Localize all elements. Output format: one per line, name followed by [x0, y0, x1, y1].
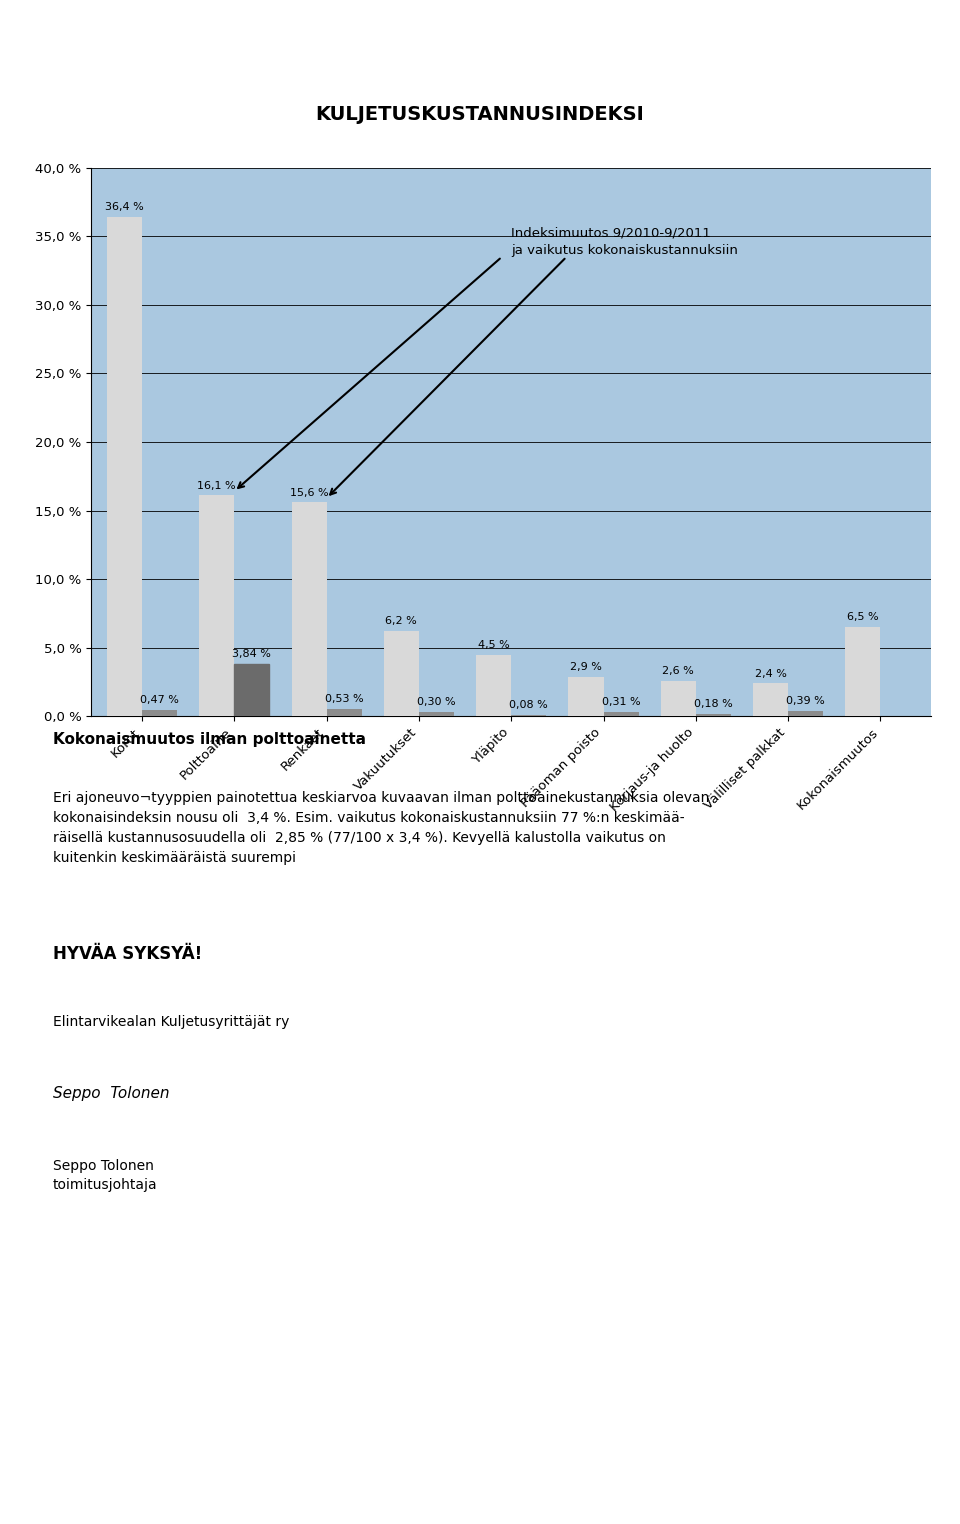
Bar: [568, 677, 604, 716]
Text: 0,08 %: 0,08 %: [510, 701, 548, 710]
Text: 16,1 %: 16,1 %: [198, 480, 236, 491]
Bar: [604, 712, 638, 716]
Text: 0,30 %: 0,30 %: [417, 698, 456, 707]
Bar: [476, 655, 511, 716]
Text: 15,6 %: 15,6 %: [290, 488, 328, 497]
Text: HYVÄA SYKSYÄ!: HYVÄA SYKSYÄ!: [53, 945, 202, 963]
Text: Eri ajoneuvo¬tyyppien painotettua keskiarvoa kuvaavan ilman polttoainekustannuks: Eri ajoneuvo¬tyyppien painotettua keskia…: [53, 791, 709, 866]
Text: Jäsentiedote: Jäsentiedote: [808, 24, 936, 43]
Bar: [384, 631, 419, 716]
Text: 6,2 %: 6,2 %: [386, 616, 418, 626]
Bar: [200, 495, 234, 716]
Text: 0,18 %: 0,18 %: [694, 700, 732, 709]
Bar: [660, 681, 696, 716]
Bar: [142, 710, 177, 716]
Text: 0,53 %: 0,53 %: [324, 695, 364, 704]
Text: 0,39 %: 0,39 %: [786, 696, 825, 706]
Text: 0,31 %: 0,31 %: [602, 696, 640, 707]
Bar: [788, 710, 823, 716]
Bar: [326, 709, 362, 716]
Text: 36,4 %: 36,4 %: [105, 203, 144, 212]
Text: Kokonaismuutos ilman polttoainetta: Kokonaismuutos ilman polttoainetta: [53, 732, 366, 747]
Bar: [107, 216, 142, 716]
Text: 6,5 %: 6,5 %: [847, 613, 878, 622]
Text: Elintarvikealan Kuljetusyrittäjät ry: Elintarvikealan Kuljetusyrittäjät ry: [53, 1015, 289, 1029]
Bar: [753, 683, 788, 716]
Bar: [419, 712, 454, 716]
Text: 2,9 %: 2,9 %: [570, 661, 602, 672]
Text: Sivu 4: Sivu 4: [24, 24, 86, 43]
Text: 2,6 %: 2,6 %: [662, 666, 694, 675]
Text: 0,47 %: 0,47 %: [140, 695, 179, 706]
Bar: [696, 713, 731, 716]
Bar: [292, 503, 326, 716]
Text: 4,5 %: 4,5 %: [478, 640, 510, 649]
Text: 3,84 %: 3,84 %: [232, 649, 272, 658]
Text: Seppo  Tolonen: Seppo Tolonen: [53, 1085, 169, 1100]
Bar: [846, 628, 880, 716]
Text: Indeksimuutos 9/2010-9/2011
ja vaikutus kokonaiskustannuksiin: Indeksimuutos 9/2010-9/2011 ja vaikutus …: [511, 227, 738, 256]
Text: 2,4 %: 2,4 %: [755, 669, 786, 678]
Text: Seppo Tolonen
toimitusjohtaja: Seppo Tolonen toimitusjohtaja: [53, 1158, 157, 1192]
Bar: [234, 663, 270, 716]
Text: KULJETUSKUSTANNUSINDEKSI: KULJETUSKUSTANNUSINDEKSI: [316, 105, 644, 123]
